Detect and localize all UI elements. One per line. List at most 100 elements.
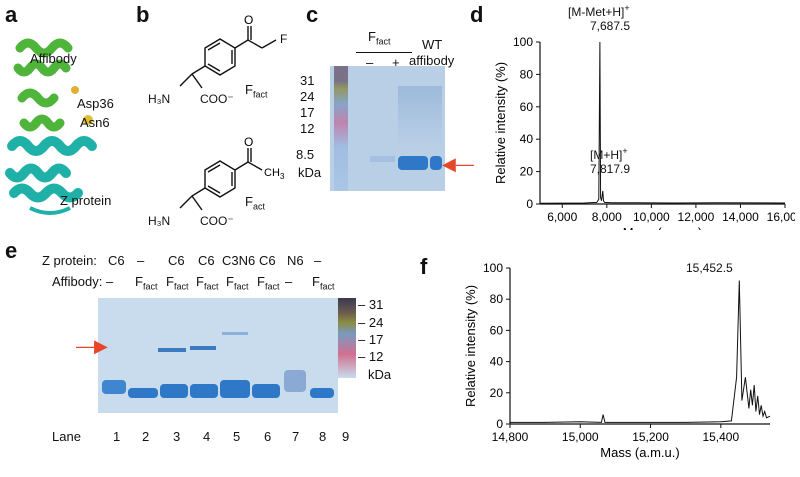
- chart-d-xtick-label: 8,000: [592, 210, 622, 224]
- chart-f-spectrum-line: [510, 280, 771, 423]
- asp36-label: Asp36: [77, 96, 114, 111]
- z-protein-label: Z protein: [60, 193, 112, 208]
- gel-e-ladder: [338, 298, 356, 378]
- gel-e-band-4: [190, 384, 218, 398]
- gel-e-lane-6: 6: [264, 429, 272, 444]
- gel-c-header: Ffact: [368, 29, 391, 47]
- chart-d-ylabel: Relative intensity (%): [493, 62, 508, 184]
- gel-e-affibody-6: Ffact: [257, 274, 280, 292]
- gel-e-zprotein-5: C3N6: [222, 253, 256, 268]
- gel-e-band-c6-upper-3: [158, 348, 186, 352]
- chart-f-xlabel: Mass (a.m.u.): [600, 445, 679, 460]
- chart-f-xtick-label: 14,800: [492, 430, 529, 444]
- chart-d-ytick-label: 20: [520, 165, 534, 179]
- gel-e-lane-1: 1: [113, 429, 121, 444]
- fact-carboxyl-label: COO⁻: [200, 214, 234, 228]
- gel-e-affibody-2: Ffact: [135, 274, 158, 292]
- gel-c-arrow: ◀—: [442, 154, 474, 174]
- gel-e-lane-label: Lane: [52, 429, 81, 444]
- chart-d-peak2-value: 7,817.9: [590, 162, 631, 176]
- gel-e-band-7: [284, 370, 306, 392]
- gel-c-marker-12: 12: [300, 121, 315, 136]
- chart-d-xtick-label: 16,000: [767, 210, 795, 224]
- chart-d-xtick-label: 14,000: [722, 210, 759, 224]
- gel-e-band-c3n6-upper: [222, 332, 248, 335]
- gel-e-band-6: [252, 384, 280, 398]
- chart-f-ytick-label: 100: [483, 261, 503, 275]
- chart-f-ytick-label: 0: [496, 417, 503, 431]
- svg-text:O: O: [244, 13, 253, 27]
- gel-c-wt-label: WT: [422, 37, 443, 52]
- gel-c-marker-8-5: 8.5: [296, 147, 315, 162]
- fact-structure: O CH 3: [179, 135, 285, 211]
- svg-text:O: O: [244, 135, 253, 149]
- chart-f-ytick-label: 80: [490, 292, 504, 306]
- gel-e-marker-12: – 12: [358, 349, 384, 364]
- gel-e-band-c6-upper-4: [190, 346, 216, 350]
- gel-e-zprotein-8: –: [314, 253, 322, 268]
- chart-f-ytick-label: 20: [490, 386, 504, 400]
- gel-c-band-minus: [370, 156, 395, 162]
- gel-e-lane-3: 3: [173, 429, 181, 444]
- gel-c-marker-17: 17: [300, 105, 315, 120]
- gel-e-affibody-8: Ffact: [312, 274, 335, 292]
- chart-f-ylabel: Relative intensity (%): [463, 285, 478, 407]
- gel-c-unit: kDa: [298, 165, 322, 180]
- mass-spectrum-f: 0 20 40 60 80 100 14,800 15,000 15,200 15,400 Mass…: [463, 261, 771, 460]
- ffact-carboxyl-label: COO⁻: [200, 92, 234, 106]
- gel-e-lane-8: 8: [319, 429, 327, 444]
- gel-c-band-plus: [398, 156, 428, 170]
- gel-e-unit: kDa: [368, 367, 392, 382]
- gel-e-marker-17: – 17: [358, 332, 384, 347]
- gel-e-affibody-5: Ffact: [226, 274, 249, 292]
- svg-text:3: 3: [280, 172, 285, 181]
- panel-c-label: c: [306, 2, 319, 27]
- gel-c-header-line: [356, 52, 412, 53]
- gel-e-band-3: [160, 384, 188, 398]
- fact-name: Fact: [245, 194, 265, 212]
- chart-d-peak1-value: 7,687.5: [590, 19, 631, 33]
- ffact-structure: O: [179, 13, 277, 89]
- gel-e-lane-4: 4: [203, 429, 211, 444]
- chart-f-ytick-label: 40: [490, 355, 504, 369]
- gel-e-row2-label: Affibody:: [52, 274, 103, 289]
- gel-e-lane-7: 7: [292, 429, 300, 444]
- gel-c-marker-24: 24: [300, 89, 315, 104]
- gel-e-arrow: —▶: [76, 336, 108, 356]
- chart-f-xtick-label: 15,200: [632, 430, 669, 444]
- gel-c-affibody-label: affibody: [409, 53, 455, 68]
- chart-f-xtick-label: 15,000: [562, 430, 599, 444]
- panel-b-label: b: [136, 2, 150, 27]
- chart-d-spectrum-line: [539, 41, 786, 204]
- gel-e-lane-5: 5: [233, 429, 241, 444]
- gel-e-zprotein-3: C6: [168, 253, 185, 268]
- chart-d-xtick-label: 12,000: [678, 210, 715, 224]
- protein-structure-image: [5, 38, 97, 215]
- chart-f-ytick-label: 60: [490, 323, 504, 337]
- chart-d-ytick-label: 80: [520, 67, 534, 81]
- ffact-amine-label: H₃N: [148, 92, 171, 106]
- gel-e-row1-label: Z protein:: [42, 253, 97, 268]
- svg-text:CH: CH: [264, 167, 280, 179]
- gel-e: [98, 298, 338, 413]
- gel-e-affibody-1: –: [106, 274, 114, 289]
- gel-e-zprotein-4: C6: [198, 253, 215, 268]
- gel-c-band-wt: [430, 156, 442, 170]
- chart-f-peak-value: 15,452.5: [686, 261, 733, 275]
- gel-e-band-2: [128, 388, 158, 398]
- chart-f-xtick-label: 15,400: [702, 430, 739, 444]
- gel-e-zprotein-7: N6: [287, 253, 304, 268]
- chart-d-ytick-label: 100: [513, 35, 533, 49]
- gel-e-zprotein-2: –: [137, 253, 145, 268]
- gel-e-affibody-7: –: [285, 274, 293, 289]
- gel-e-marker-24: – 24: [358, 315, 384, 330]
- mass-spectrum-d: 0 20 40 60 80 100 6,000 8,000 10,000 12,000 14,000…: [493, 35, 795, 230]
- gel-e-zprotein-1: C6: [108, 253, 125, 268]
- affibody-label: Affibody: [30, 51, 77, 66]
- gel-e-marker-31: – 31: [358, 297, 384, 312]
- gel-e-affibody-4: Ffact: [196, 274, 219, 292]
- chart-d-peak2-label: [M+H]+: [590, 146, 628, 162]
- fact-amine-label: H₃N: [148, 214, 171, 228]
- chart-d-ytick-label: 0: [526, 197, 533, 211]
- gel-c-marker-31: 31: [300, 73, 315, 88]
